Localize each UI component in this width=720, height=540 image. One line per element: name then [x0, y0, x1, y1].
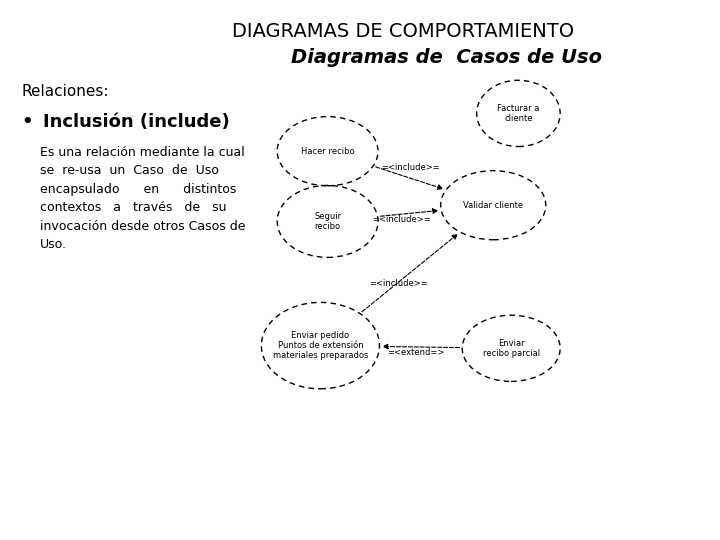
- Text: Enviar pedido
Puntos de extensión
materiales preparados: Enviar pedido Puntos de extensión materi…: [273, 330, 368, 361]
- Text: DIAGRAMAS DE COMPORTAMIENTO: DIAGRAMAS DE COMPORTAMIENTO: [232, 22, 575, 40]
- Text: Validar cliente: Validar cliente: [463, 201, 523, 210]
- Text: Diagramas de  Casos de Uso: Diagramas de Casos de Uso: [291, 48, 602, 66]
- Text: Es una relación mediante la cual
se  re-usa  un  Caso  de  Uso
encapsulado      : Es una relación mediante la cual se re-u…: [40, 146, 245, 251]
- Text: =<include>=: =<include>=: [369, 279, 428, 288]
- Text: Facturar a
cliente: Facturar a cliente: [498, 104, 539, 123]
- Text: •: •: [22, 113, 33, 131]
- Text: =<include>=: =<include>=: [372, 215, 431, 224]
- Text: =<extend=>: =<extend=>: [387, 348, 445, 356]
- Text: Inclusión (include): Inclusión (include): [43, 113, 230, 131]
- Text: Hacer recibo: Hacer recibo: [301, 147, 354, 156]
- Text: Relaciones:: Relaciones:: [22, 84, 109, 99]
- Text: =<include>=: =<include>=: [381, 163, 440, 172]
- Text: Seguir
recibo: Seguir recibo: [314, 212, 341, 231]
- Text: Enviar
recibo parcial: Enviar recibo parcial: [482, 339, 540, 358]
